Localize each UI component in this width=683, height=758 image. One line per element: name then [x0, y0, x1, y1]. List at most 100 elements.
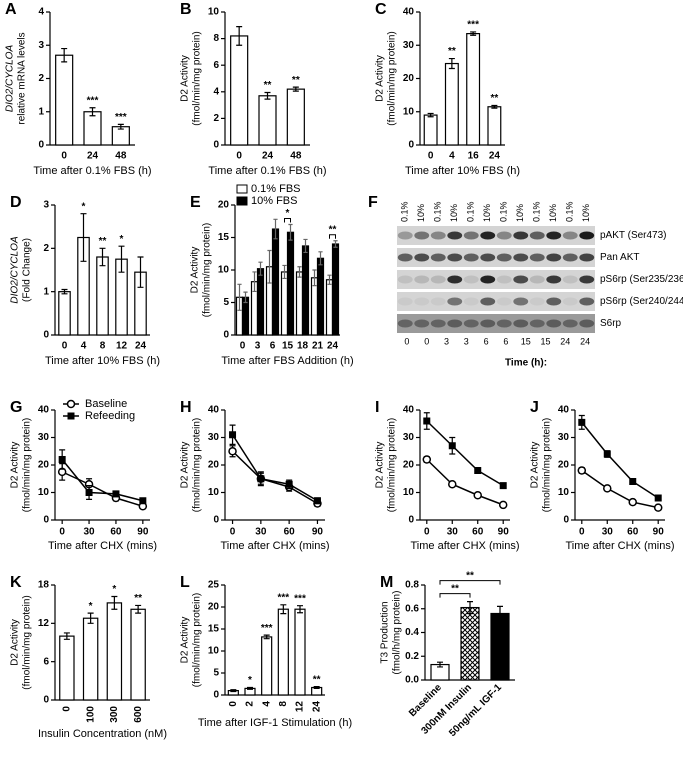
blot-band — [562, 253, 578, 262]
y-tick-label: 0 — [43, 695, 49, 706]
panel-letter: D — [10, 194, 22, 211]
x-tick-label: 12 — [295, 701, 306, 713]
bar — [316, 257, 325, 336]
blot-band — [579, 253, 595, 262]
error-bar — [135, 604, 142, 614]
error-bar — [292, 86, 299, 92]
y-axis-label: (fmol/min/mg protein) — [192, 31, 203, 125]
y-tick-label: 0.6 — [405, 603, 419, 614]
y-tick-label: 0.4 — [405, 627, 419, 638]
bar — [280, 271, 289, 336]
bar — [58, 291, 71, 336]
bracket-label: ** — [329, 224, 337, 235]
y-tick-label: 20 — [403, 73, 415, 84]
x-tick-label: 50ng/mL IGF-1 — [447, 682, 504, 739]
bar — [83, 111, 102, 146]
y-axis-label: DIO2/CYCLOA — [10, 236, 21, 304]
blot-band — [414, 231, 430, 240]
x-tick-label: 30 — [447, 527, 459, 538]
error-bar — [263, 634, 270, 640]
blot-band — [447, 253, 463, 262]
error-bar — [427, 112, 434, 118]
legend-label: 10% FBS — [251, 195, 297, 207]
x-tick-label: 0 — [62, 706, 73, 712]
blot-band — [430, 319, 446, 328]
panel-letter: M — [380, 574, 393, 591]
error-bar — [280, 604, 287, 615]
significance: *** — [467, 20, 479, 31]
blot-band — [513, 275, 529, 284]
series-line — [61, 471, 144, 507]
x-axis-label: Time after 0.1% FBS (h) — [208, 165, 326, 177]
blot-band — [546, 253, 562, 262]
y-tick-label: 6 — [213, 60, 219, 71]
blot-band — [480, 253, 496, 262]
y-tick-label: 0 — [43, 330, 49, 341]
y-tick-label: 30 — [208, 432, 220, 443]
blot-band — [447, 319, 463, 328]
bar — [55, 54, 74, 146]
y-axis-label: (Fold Change) — [22, 238, 33, 302]
x-tick-label: 18 — [297, 341, 309, 352]
y-tick-label: 20 — [208, 602, 220, 613]
blot-band — [397, 253, 413, 262]
blot-band — [546, 297, 562, 306]
y-tick-label: 20 — [218, 200, 230, 211]
x-tick-label: 100 — [85, 706, 96, 723]
lane-label: 10% — [581, 204, 591, 222]
y-tick-label: 40 — [38, 405, 50, 416]
y-tick-label: 0 — [213, 690, 219, 701]
y-tick-label: 10 — [208, 487, 220, 498]
bar — [294, 608, 306, 696]
blot-band — [496, 319, 512, 328]
significance: ** — [448, 46, 456, 57]
x-tick-label: 0 — [61, 151, 67, 162]
legend-swatch — [236, 196, 248, 206]
blot-band — [562, 275, 578, 284]
bracket — [439, 580, 501, 585]
y-axis-label: D2 Activity — [190, 247, 201, 294]
x-tick-label: 90 — [312, 527, 324, 538]
x-tick-label: 4 — [261, 701, 272, 707]
x-tick-label: 6 — [270, 341, 276, 352]
error-bar — [63, 632, 70, 640]
error-bar — [297, 266, 302, 278]
blot-band — [430, 231, 446, 240]
x-tick-label: 0 — [579, 527, 585, 538]
bar — [130, 608, 146, 701]
blot-band — [546, 231, 562, 240]
y-axis-label: D2 Activity — [530, 442, 541, 489]
x-tick-label: 30 — [83, 527, 95, 538]
bar — [230, 35, 249, 146]
panel-letter: G — [10, 399, 22, 416]
panel-letter: H — [180, 399, 192, 416]
error-bar — [333, 240, 338, 248]
x-tick-label: 24 — [489, 151, 501, 162]
y-tick-label: 15 — [218, 232, 230, 243]
blot-band — [397, 297, 413, 306]
blot-band — [480, 297, 496, 306]
marker — [85, 489, 93, 496]
series-line — [581, 469, 659, 509]
blot-band — [562, 297, 578, 306]
error-bar — [288, 223, 293, 241]
bracket — [439, 593, 471, 598]
marker — [499, 482, 507, 490]
blot-strip — [397, 292, 595, 311]
legend-marker — [66, 399, 76, 409]
x-tick-label: 90 — [137, 527, 149, 538]
error-bar — [247, 686, 253, 690]
marker — [58, 456, 66, 463]
bracket — [329, 234, 336, 239]
blot-band — [513, 231, 529, 240]
blot-band — [414, 319, 430, 328]
y-tick-label: 0.2 — [405, 651, 419, 662]
x-tick-label: 24 — [262, 151, 274, 162]
time-axis-label: Time (h): — [505, 358, 547, 369]
x-axis-label: Insulin Concentration (nM) — [38, 728, 167, 740]
lane-label: 0.1% — [532, 201, 542, 222]
y-tick-label: 2 — [38, 73, 44, 84]
significance: ** — [264, 80, 272, 91]
y-axis-label: (fmol/min/mg protein) — [22, 418, 33, 512]
